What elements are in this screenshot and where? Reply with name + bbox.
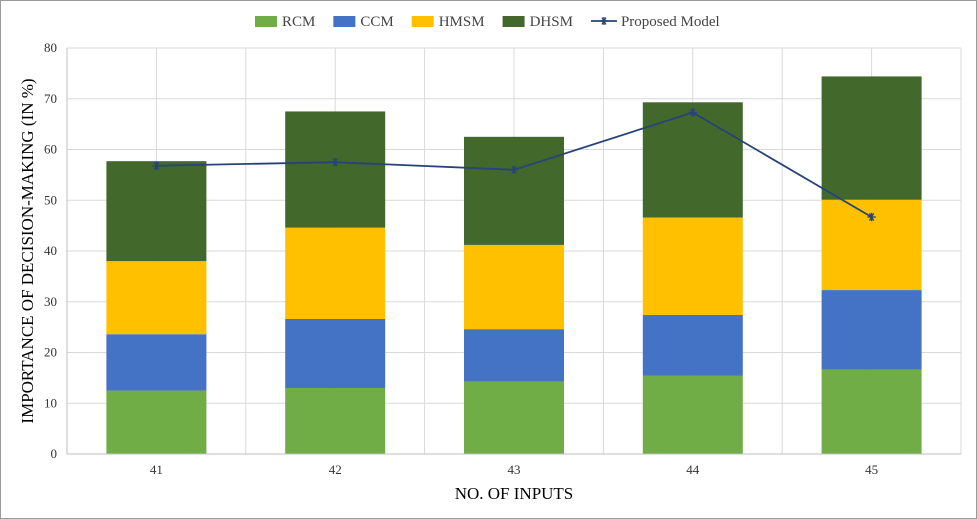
bar-rcm-44 xyxy=(642,375,743,454)
y-tick-label: 20 xyxy=(44,345,57,360)
tick-labels: 0 10 20 30 40 50 60 70 80 41 42 43 44 45 xyxy=(44,40,878,477)
bar-hmsm-43 xyxy=(464,244,564,330)
legend-label-ccm: CCM xyxy=(360,14,393,30)
y-tick-label: 10 xyxy=(44,395,57,410)
legend-swatch-rcm xyxy=(255,16,277,27)
legend-label-rcm: RCM xyxy=(282,14,315,30)
x-tick-label: 42 xyxy=(329,462,342,477)
proposed-model-point-42 xyxy=(331,157,340,167)
y-tick-label: 80 xyxy=(44,40,57,55)
bar-rcm-45 xyxy=(821,369,922,454)
legend-marker-proposed-model xyxy=(599,17,608,25)
x-tick-label: 43 xyxy=(508,462,521,477)
y-tick-label: 70 xyxy=(44,91,57,106)
x-tick-label: 44 xyxy=(686,462,700,477)
bar-dhsm-42 xyxy=(285,111,386,228)
y-tick-label: 0 xyxy=(51,446,58,461)
legend-swatch-hmsm xyxy=(411,16,434,27)
y-tick-label: 50 xyxy=(44,192,57,207)
bar-dhsm-45 xyxy=(821,76,922,200)
legend-label-hmsm: HMSM xyxy=(439,14,485,30)
x-tick-label: 45 xyxy=(865,462,878,477)
legend: RCM CCM HMSM DHSM Proposed Model xyxy=(255,14,720,30)
bar-hmsm-44 xyxy=(642,217,743,315)
proposed-model-point-44 xyxy=(688,108,697,117)
bar-rcm-43 xyxy=(464,381,564,454)
proposed-model-point-43 xyxy=(509,165,519,174)
legend-label-proposed-model: Proposed Model xyxy=(621,14,720,30)
proposed-model-point-45 xyxy=(867,212,876,222)
y-tick-label: 40 xyxy=(44,243,57,258)
bar-rcm-41 xyxy=(106,390,207,454)
legend-swatch-ccm xyxy=(333,16,356,27)
bar-ccm-42 xyxy=(285,319,386,389)
bar-hmsm-42 xyxy=(285,227,386,320)
bars xyxy=(106,76,922,454)
bar-dhsm-41 xyxy=(106,161,207,262)
axes xyxy=(66,48,961,455)
bar-dhsm-44 xyxy=(642,102,743,218)
proposed-model-point-41 xyxy=(152,161,161,170)
y-axis-title: IMPORTANCE OF DECISION-MAKING (IN %) xyxy=(18,78,37,423)
legend-swatch-dhsm xyxy=(502,16,525,27)
bar-ccm-43 xyxy=(464,329,564,382)
y-tick-label: 30 xyxy=(44,294,57,309)
bar-ccm-44 xyxy=(642,314,743,376)
proposed-model-line xyxy=(152,108,876,222)
bar-ccm-41 xyxy=(106,334,207,391)
bar-dhsm-43 xyxy=(464,136,564,245)
legend-label-dhsm: DHSM xyxy=(530,14,573,30)
x-axis-title: NO. OF INPUTS xyxy=(455,484,574,503)
y-tick-label: 60 xyxy=(44,142,57,157)
bar-ccm-45 xyxy=(821,290,922,370)
x-tick-label: 41 xyxy=(150,462,163,477)
bar-rcm-42 xyxy=(285,388,386,454)
bar-hmsm-41 xyxy=(106,261,207,335)
